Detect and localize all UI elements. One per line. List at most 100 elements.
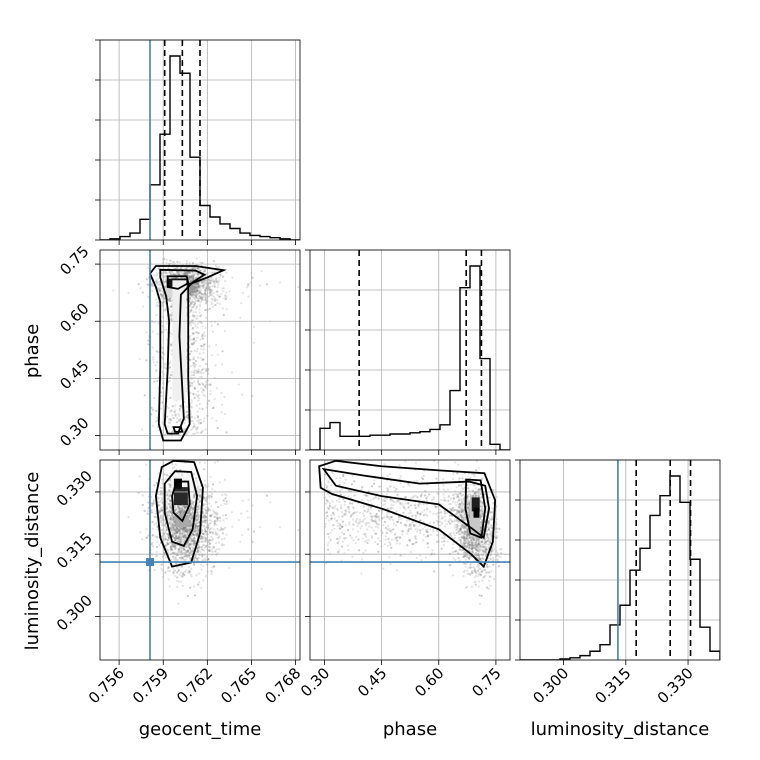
sample-point bbox=[192, 543, 195, 546]
sample-point bbox=[160, 563, 163, 566]
sample-point bbox=[169, 259, 172, 262]
sample-point bbox=[251, 276, 254, 279]
sample-point bbox=[183, 507, 187, 510]
sample-point bbox=[191, 293, 194, 296]
sample-point bbox=[203, 461, 207, 464]
sample-point bbox=[191, 539, 194, 542]
sample-point bbox=[179, 405, 182, 408]
sample-point bbox=[196, 557, 199, 560]
sample-point bbox=[184, 272, 187, 275]
sample-point bbox=[170, 343, 173, 346]
sample-point bbox=[212, 546, 215, 549]
sample-point bbox=[188, 384, 192, 387]
sample-point bbox=[165, 556, 168, 559]
sample-point bbox=[181, 557, 184, 560]
sample-point bbox=[146, 509, 150, 512]
sample-point bbox=[155, 540, 159, 544]
sample-point bbox=[181, 531, 184, 535]
sample-point bbox=[193, 530, 197, 533]
sample-point bbox=[167, 407, 170, 410]
sample-point bbox=[181, 575, 184, 578]
sample-point bbox=[176, 276, 179, 279]
sample-point bbox=[176, 267, 179, 270]
sample-point bbox=[190, 343, 193, 346]
sample-point bbox=[193, 537, 196, 540]
sample-point bbox=[190, 535, 193, 538]
sample-point bbox=[157, 492, 160, 496]
sample-point bbox=[165, 544, 168, 547]
sample-point bbox=[195, 419, 199, 422]
sample-point bbox=[197, 549, 200, 552]
sample-point bbox=[211, 537, 214, 540]
scatter-geocent_time-vs-luminosity_distance bbox=[112, 460, 300, 605]
sample-point bbox=[197, 527, 200, 530]
sample-point bbox=[184, 273, 187, 276]
sample-point bbox=[153, 515, 156, 518]
sample-point bbox=[166, 507, 169, 511]
sample-point bbox=[209, 546, 212, 549]
sample-point bbox=[247, 283, 250, 286]
sample-point bbox=[196, 274, 200, 278]
sample-point bbox=[241, 534, 244, 537]
sample-point bbox=[155, 281, 159, 285]
sample-point bbox=[187, 550, 190, 553]
sample-point bbox=[190, 274, 193, 278]
sample-point bbox=[191, 427, 194, 430]
sample-point bbox=[186, 555, 189, 558]
sample-point bbox=[194, 325, 197, 328]
sample-point bbox=[211, 530, 214, 534]
sample-point bbox=[201, 407, 204, 411]
sample-point bbox=[172, 518, 175, 521]
sample-point bbox=[178, 529, 181, 532]
sample-point bbox=[192, 337, 196, 340]
sample-point bbox=[195, 431, 198, 434]
sample-point bbox=[169, 546, 172, 549]
sample-point bbox=[164, 278, 167, 281]
sample-point bbox=[156, 496, 159, 499]
sample-point bbox=[192, 277, 195, 280]
sample-point bbox=[215, 277, 218, 280]
sample-point bbox=[141, 494, 145, 497]
sample-point bbox=[176, 527, 179, 530]
sample-point bbox=[214, 277, 218, 280]
sample-point bbox=[199, 418, 202, 421]
sample-point bbox=[193, 285, 196, 289]
sample-point bbox=[190, 517, 193, 521]
sample-point bbox=[182, 548, 185, 551]
sample-point bbox=[202, 548, 205, 551]
sample-point bbox=[156, 498, 159, 501]
sample-point bbox=[211, 492, 214, 495]
sample-point bbox=[167, 569, 170, 572]
sample-point bbox=[193, 293, 196, 296]
sample-point bbox=[173, 524, 176, 527]
sample-point bbox=[177, 547, 181, 550]
sample-point bbox=[192, 540, 196, 543]
sample-point bbox=[183, 573, 186, 577]
sample-point bbox=[198, 284, 201, 287]
sample-point bbox=[166, 542, 169, 546]
sample-point bbox=[195, 294, 198, 297]
sample-point bbox=[183, 526, 186, 530]
sample-point bbox=[192, 506, 195, 509]
sample-point bbox=[192, 337, 196, 340]
sample-point bbox=[230, 511, 234, 514]
sample-point bbox=[197, 282, 200, 286]
sample-point bbox=[179, 539, 182, 542]
sample-point bbox=[190, 401, 193, 404]
sample-point bbox=[166, 532, 169, 536]
sample-point bbox=[203, 535, 206, 538]
sample-point bbox=[205, 519, 208, 522]
sample-point bbox=[198, 315, 202, 318]
sample-point bbox=[218, 279, 221, 282]
sample-point bbox=[196, 482, 199, 485]
sample-point bbox=[208, 285, 211, 288]
sample-point bbox=[172, 516, 175, 519]
sample-point bbox=[196, 286, 199, 289]
sample-point bbox=[219, 274, 222, 277]
sample-point bbox=[178, 407, 181, 411]
sample-point bbox=[174, 538, 178, 541]
sample-point bbox=[193, 285, 196, 288]
sample-point bbox=[191, 295, 194, 299]
sample-point bbox=[189, 296, 192, 299]
sample-point bbox=[216, 517, 219, 520]
